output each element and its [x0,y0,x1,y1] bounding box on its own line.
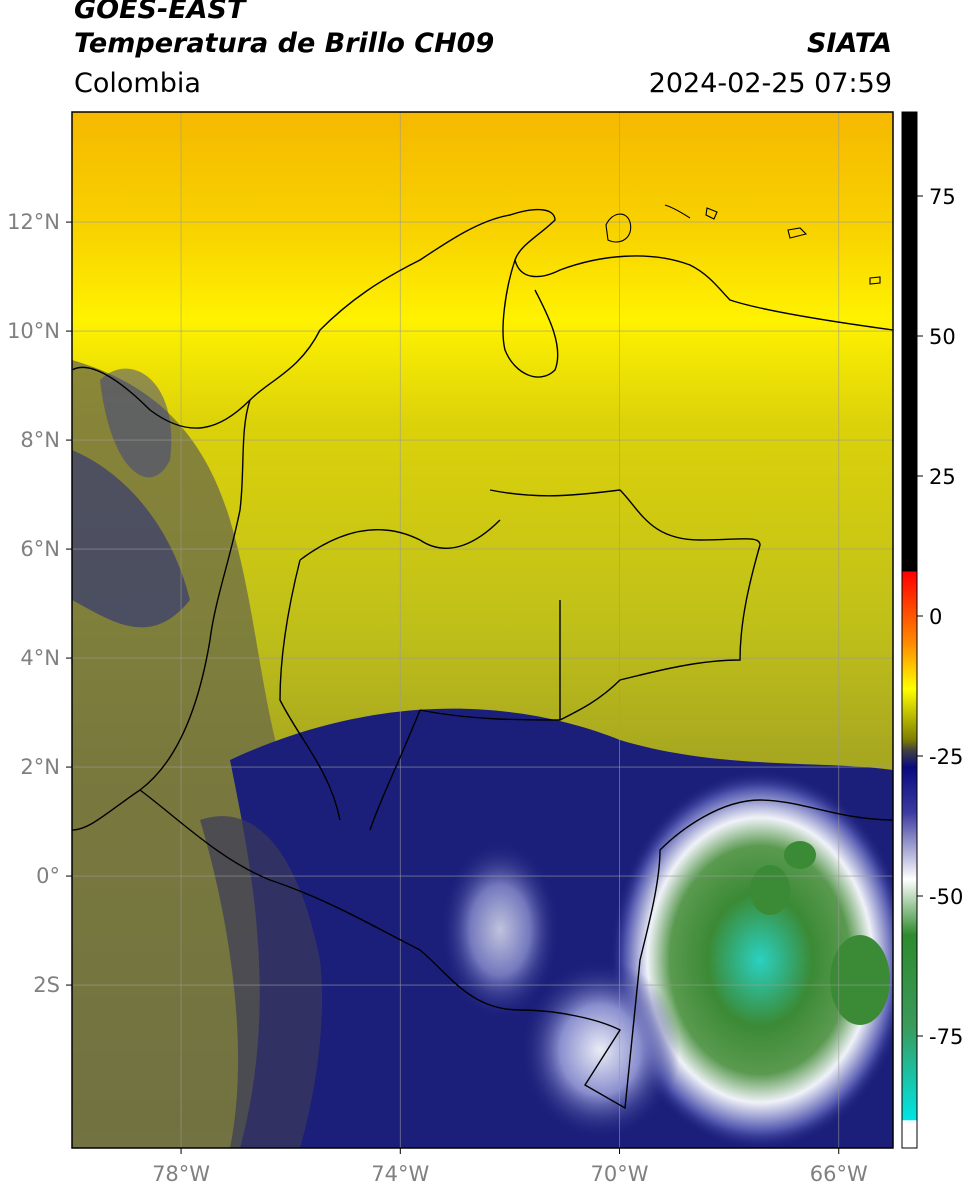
lon-tick-label: 74°W [371,1162,429,1186]
colorbar-tick-label: 25 [929,465,956,489]
lat-tick-label: 0° [36,864,60,888]
map-frame [71,111,894,1149]
lon-tick-label: 70°W [591,1162,649,1186]
colorbar-tick-label: -75 [929,1025,963,1049]
product-title: Temperatura de Brillo CH09 [74,28,495,59]
organization-label: SIATA [806,28,892,59]
lat-tick-label: 12°N [7,210,60,234]
colorbar-tick-label: 75 [929,185,956,209]
lat-tick-label: 8°N [20,428,60,452]
colorbar-tick-label: 0 [929,605,942,629]
brightness-temperature-field [72,112,893,1148]
region-label: Colombia [74,68,201,99]
lon-tick-label: 66°W [810,1162,868,1186]
lat-tick-label: 2S [33,973,60,997]
country-borders [72,208,893,1110]
latitude-ticks: 12°N 10°N 8°N 6°N 4°N 2°N 0° 2S [7,210,72,997]
colorbar-tick-label: -50 [929,885,963,909]
lat-tick-label: 10°N [7,319,60,343]
lat-tick-label: 4°N [20,646,60,670]
lon-tick-label: 78°W [152,1162,210,1186]
colorbar-tick-label: 50 [929,325,956,349]
gridlines [72,112,893,1148]
colorbar-ticks: 75 50 25 0 -25 -50 -75 [917,185,963,1049]
island-outlines [605,204,881,285]
satellite-title: GOES-EAST [74,0,246,25]
colorbar-tick-label: -25 [929,745,963,769]
lat-tick-label: 6°N [20,537,60,561]
longitude-ticks: 78°W 74°W 70°W 66°W [152,1148,868,1186]
lat-tick-label: 2°N [20,755,60,779]
timestamp-label: 2024-02-25 07:59 [648,68,892,99]
colorbar [901,111,918,1149]
